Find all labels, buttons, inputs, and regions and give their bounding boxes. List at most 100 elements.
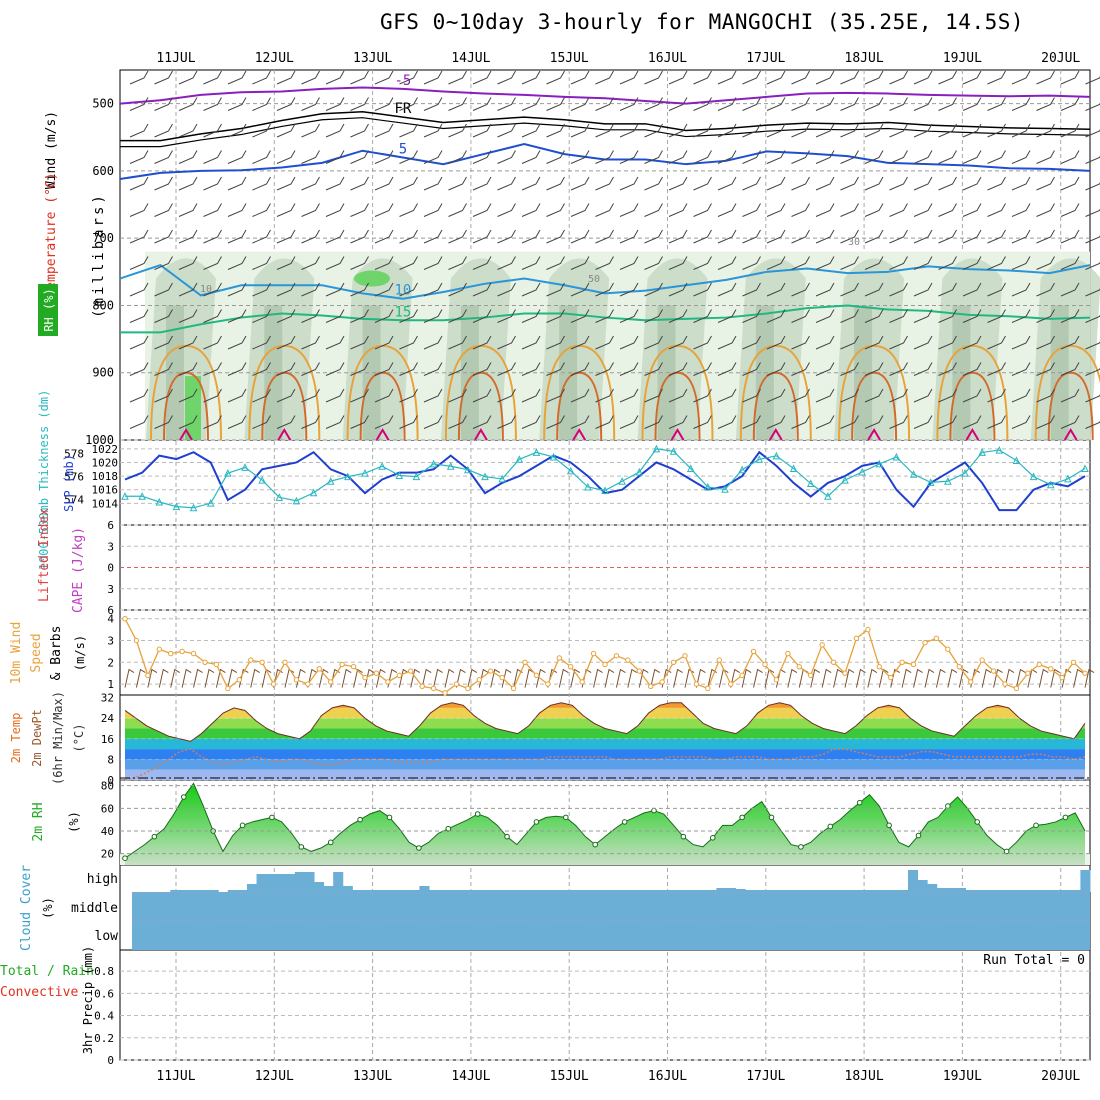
wind-barb [227,415,247,429]
wind-barb [619,70,639,85]
wind-barb [864,388,884,403]
wind-barb [913,176,933,191]
rh-point [180,794,187,800]
wind-barb [938,388,957,403]
temp2m-tick-label: 16 [101,733,114,746]
wind10m-point [510,685,517,692]
wind-barb [913,150,933,164]
cloud-high-bar [572,890,583,892]
wind-barb [129,309,149,323]
wind10m-barb [410,668,420,688]
wind-barb [178,97,198,111]
wind-barb [301,203,320,217]
wind-barb [815,388,835,403]
wind10m-barb [444,668,455,688]
wind-barb [570,282,590,297]
thickness-point [309,488,318,497]
wind-barb [717,176,737,191]
wind10m-point [613,653,620,659]
wind10m-barb [135,668,146,688]
wind-barb [840,70,859,85]
thickness-point [909,470,918,478]
wind-barb [448,335,467,350]
wind-barb [1085,208,1100,217]
wind10m-barb [124,668,135,688]
wind10m-barb [398,668,409,688]
rh-point [298,844,305,850]
wind-barb [350,335,369,350]
wind-barb [962,70,982,85]
thickness-point [618,477,626,485]
wind-barb [1036,415,1055,429]
cloud-high-bar [342,886,353,892]
wind-barb [423,176,443,191]
cloud-high-bar [189,890,200,892]
cloud-high-bar [304,872,315,892]
wind-barb [570,415,590,429]
cloud-high-bar [611,890,622,892]
wind-barb [1011,362,1031,376]
thickness-tick-label: 578 [64,448,84,461]
wind-barb [1060,203,1080,217]
axis-label-lifted-index: Lifted Index [37,508,52,602]
stability-tick-label: 3 [107,583,114,596]
axis-label-pressure: (millibars) [91,192,107,318]
wind-barb [913,97,933,111]
wind-barb [742,362,761,376]
wind10m-barb [878,668,889,688]
pressure-tick-label: 800 [92,298,114,312]
wind-barb [350,388,369,403]
date-label-bottom: 11JUL [156,1069,195,1084]
cloud-high-bar [237,890,248,892]
wind10m-point [350,663,357,670]
wind-barb [1060,362,1080,376]
wind-barb [276,97,296,111]
wind-barb [619,123,639,138]
wind-barb [815,203,835,217]
date-label-bottom: 17JUL [746,1069,785,1084]
wind-barb [178,203,198,217]
wind-barb [301,388,320,403]
wind-barb [227,176,247,191]
wind-barb [252,362,271,376]
cloud-tick-label: high [87,872,118,887]
wind10m-point [282,659,288,666]
wind-barb [717,362,737,376]
wind-barb [521,388,541,403]
date-label-top: 19JUL [943,51,982,66]
wind-barb [325,282,345,297]
wind10m-barb [947,668,958,688]
cloud-high-bar [352,890,363,892]
wind-barb [472,362,492,376]
wind-barb [227,362,247,376]
wind-barb [129,203,149,217]
hot-contour [1063,428,1078,441]
date-label-top: 17JUL [746,51,785,66]
date-label-bottom: 20JUL [1041,1069,1080,1084]
wind-barb [570,309,590,323]
rh-point [151,833,158,840]
wind-barb [203,203,222,217]
wind10m-point [865,626,871,633]
cloud-high-bar [716,888,727,892]
wind-barb [1036,282,1055,297]
wind-barb [325,203,345,217]
wind-barb [864,97,884,111]
wind10m-point [453,681,460,687]
wind-barb [178,388,198,403]
cloud-high-bar [735,889,746,892]
cloud-high-bar [812,890,823,892]
wind-barb [913,70,933,85]
cloud-high-bar [821,890,832,892]
wind-barb [301,229,320,244]
wind-barb [472,229,492,244]
cloud-high-bar [725,888,737,892]
wind-barb [472,70,492,85]
thickness-point [361,469,369,477]
wind-barb [987,309,1006,323]
wind10m-point [385,679,391,685]
wind-barb [399,335,418,350]
wind-barb [644,362,663,376]
date-label-bottom: 16JUL [648,1069,687,1084]
wind-barb [497,150,516,164]
